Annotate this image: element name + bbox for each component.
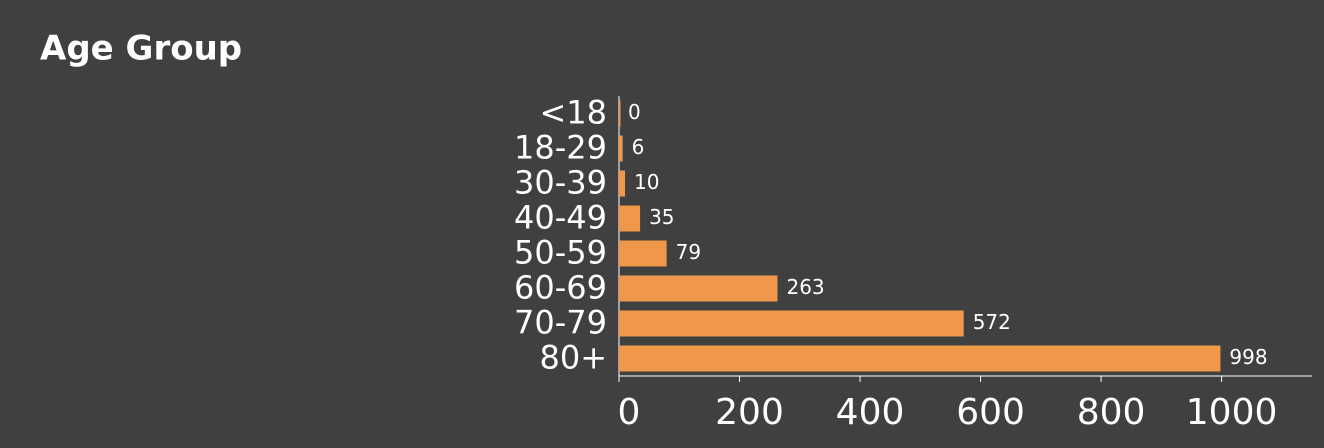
y-tick-label: 80+ xyxy=(539,339,607,377)
value-label: 998 xyxy=(1229,345,1267,369)
bar xyxy=(619,100,621,127)
x-tick-label: 200 xyxy=(715,392,784,433)
value-label: 0 xyxy=(628,100,641,124)
bar xyxy=(619,205,641,232)
x-tick-label: 1000 xyxy=(1186,392,1278,433)
y-tick-label: 40-49 xyxy=(514,199,607,237)
y-tick-label: 60-69 xyxy=(514,269,607,307)
bar xyxy=(619,310,964,337)
bar xyxy=(619,135,623,162)
y-tick-label: 50-59 xyxy=(514,234,607,272)
x-tick-label: 0 xyxy=(618,392,641,433)
y-tick-label: 30-39 xyxy=(514,164,607,202)
value-label: 35 xyxy=(649,205,674,229)
value-label: 572 xyxy=(973,310,1011,334)
y-tick-label: <18 xyxy=(539,94,607,132)
chart-title: Age Group xyxy=(40,29,242,69)
bar xyxy=(619,345,1221,372)
x-tick-label: 400 xyxy=(836,392,905,433)
value-label: 263 xyxy=(786,275,824,299)
y-tick-label: 18-29 xyxy=(514,129,607,167)
x-tick-label: 600 xyxy=(956,392,1025,433)
bar xyxy=(619,275,778,302)
value-label: 79 xyxy=(676,240,701,264)
value-label: 6 xyxy=(632,135,645,159)
y-tick-label: 70-79 xyxy=(514,304,607,342)
bar xyxy=(619,240,667,267)
x-tick-label: 800 xyxy=(1077,392,1146,433)
value-label: 10 xyxy=(634,170,659,194)
bar xyxy=(619,170,626,197)
